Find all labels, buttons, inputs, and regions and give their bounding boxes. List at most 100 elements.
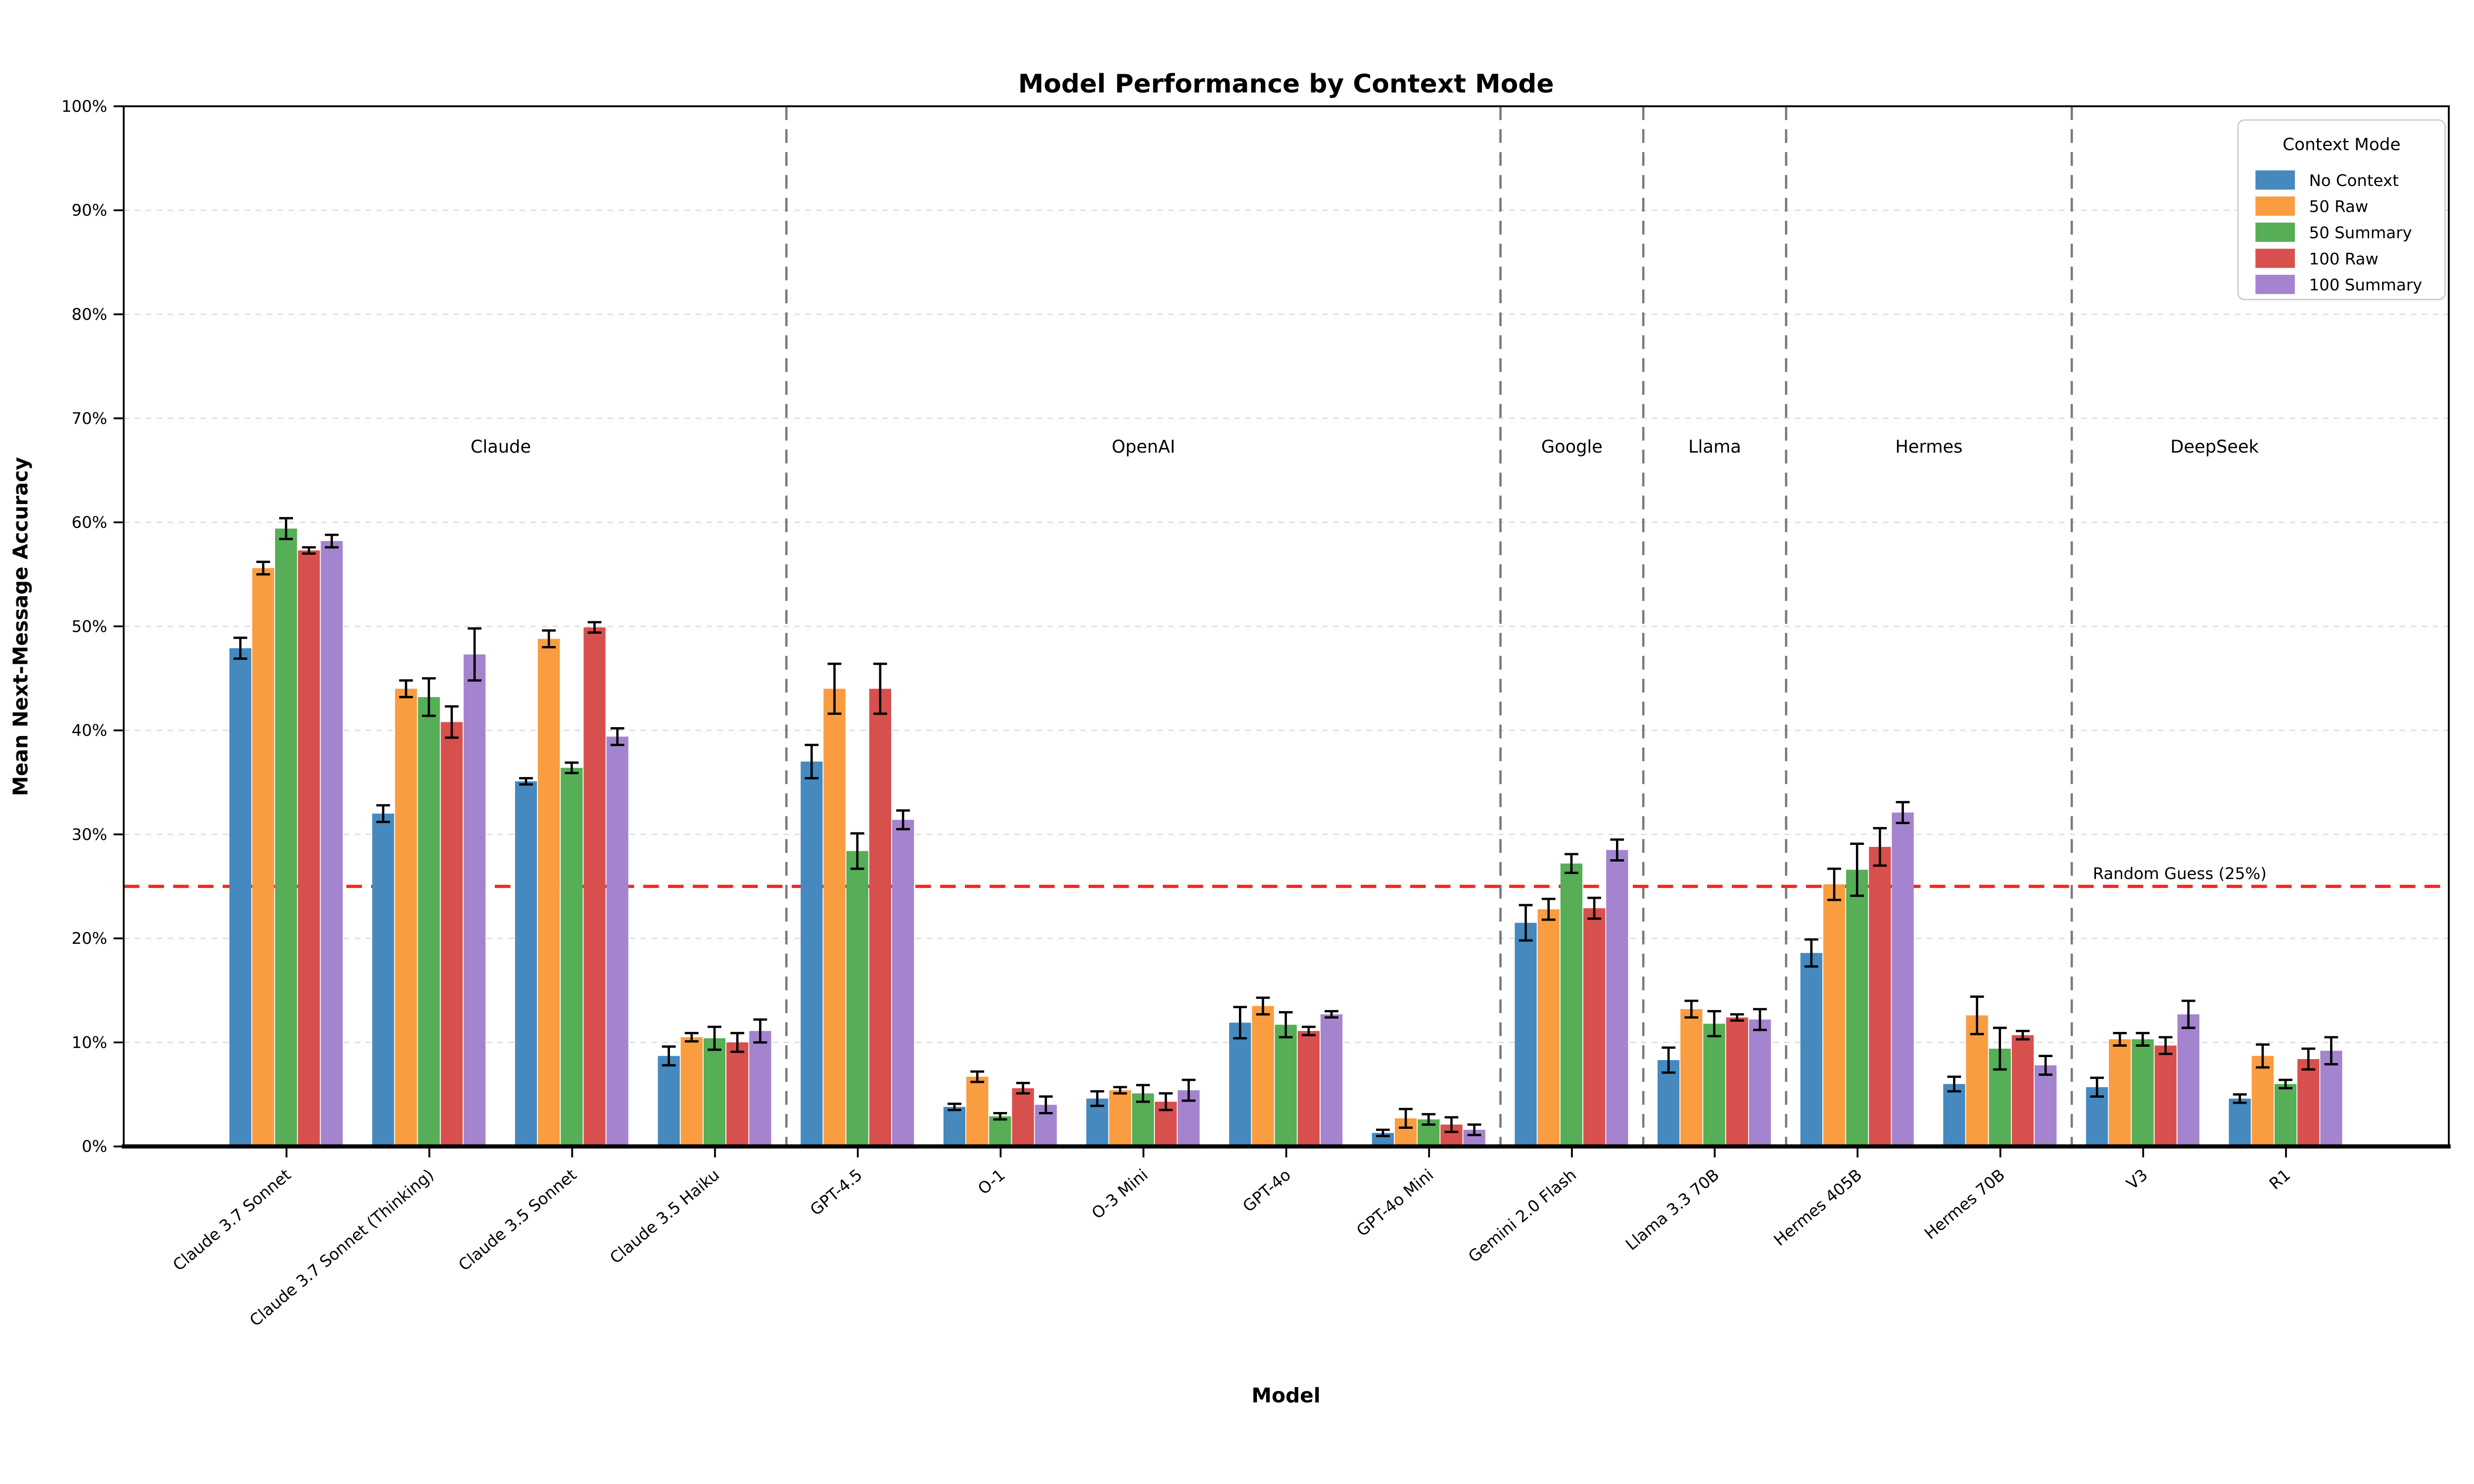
group-label-claude: Claude (471, 437, 531, 457)
legend-label-50 Summary: 50 Summary (2309, 223, 2412, 242)
bar-Claude 3.7 Sonnet (Thinking)-50 Summary (418, 697, 440, 1147)
y-tick-label: 50% (72, 617, 107, 636)
bar-Hermes 70B-100 Summary (2035, 1065, 2057, 1147)
bar-Claude 3.5 Sonnet-No Context (515, 781, 537, 1147)
bar-Gemini 2.0 Flash-50 Summary (1560, 863, 1583, 1147)
x-tick-label-Hermes 70B: Hermes 70B (1921, 1165, 2008, 1243)
bar-R1-50 Summary (2274, 1084, 2297, 1147)
bar-Claude 3.5 Sonnet-100 Raw (583, 627, 606, 1147)
bar-Hermes 405B-50 Summary (1846, 870, 1868, 1147)
bar-GPT-4.5-No Context (801, 761, 823, 1147)
bar-Gemini 2.0 Flash-50 Raw (1537, 909, 1560, 1147)
bar-O-1-No Context (943, 1107, 966, 1147)
random-guess-label: Random Guess (25%) (2093, 864, 2267, 883)
bar-Claude 3.7 Sonnet-No Context (229, 648, 251, 1147)
bar-Claude 3.5 Haiku-50 Raw (680, 1037, 703, 1147)
bar-Hermes 405B-100 Summary (1892, 812, 1914, 1147)
bar-Gemini 2.0 Flash-No Context (1515, 923, 1537, 1147)
bar-Hermes 405B-50 Raw (1823, 884, 1846, 1147)
bar-Claude 3.5 Sonnet-50 Raw (538, 639, 560, 1147)
bar-Claude 3.5 Haiku-100 Summary (749, 1031, 771, 1147)
bar-Gemini 2.0 Flash-100 Raw (1583, 908, 1606, 1147)
x-tick-label-R1: R1 (2266, 1165, 2294, 1194)
group-label-hermes: Hermes (1895, 437, 1962, 457)
bar-Hermes 70B-No Context (1943, 1084, 1965, 1147)
legend-label-No Context: No Context (2309, 171, 2399, 190)
y-tick-label: 10% (72, 1033, 107, 1052)
bar-Claude 3.5 Sonnet-100 Summary (606, 737, 628, 1147)
bar-GPT-4.5-50 Raw (823, 689, 846, 1147)
x-tick-label-O-1: O-1 (974, 1165, 1008, 1199)
x-tick-label-Gemini 2.0 Flash: Gemini 2.0 Flash (1465, 1165, 1580, 1266)
x-tick-label-GPT-4o: GPT-4o (1239, 1165, 1294, 1216)
bar-V3-100 Summary (2177, 1014, 2199, 1147)
group-label-openai: OpenAI (1112, 437, 1175, 457)
bar-Claude 3.5 Haiku-50 Summary (703, 1038, 726, 1147)
bar-O-1-100 Raw (1012, 1088, 1034, 1147)
x-tick-label-Claude 3.5 Haiku: Claude 3.5 Haiku (606, 1165, 723, 1268)
legend-title: Context Mode (2283, 135, 2400, 155)
y-tick-label: 80% (72, 305, 107, 324)
bar-Hermes 70B-100 Raw (2011, 1035, 2034, 1147)
plot-area: Claude OpenAI Google Llama Hermes DeepSeek Ran… (61, 97, 2451, 1330)
bar-R1-No Context (2229, 1098, 2251, 1147)
bar-Hermes 405B-100 Raw (1869, 846, 1891, 1147)
bar-V3-100 Raw (2154, 1045, 2177, 1147)
bar-O-3 Mini-50 Raw (1109, 1090, 1131, 1147)
group-label-deepseek: DeepSeek (2170, 437, 2259, 457)
legend-label-100 Summary: 100 Summary (2309, 276, 2423, 294)
bar-Claude 3.7 Sonnet (Thinking)-50 Raw (395, 689, 417, 1147)
bar-GPT-4.5-50 Summary (846, 851, 868, 1147)
x-tick-label-Claude 3.5 Sonnet: Claude 3.5 Sonnet (455, 1165, 580, 1275)
x-tick-label-Hermes 405B: Hermes 405B (1770, 1165, 1866, 1250)
bar-Claude 3.5 Haiku-100 Raw (726, 1042, 749, 1147)
y-tick-label: 40% (72, 721, 107, 740)
bar-Llama 3.3 70B-50 Summary (1703, 1023, 1725, 1147)
bar-Claude 3.5 Haiku-No Context (658, 1056, 680, 1147)
bar-Claude 3.7 Sonnet (Thinking)-100 Summary (463, 654, 486, 1147)
bar-GPT-4o-100 Summary (1320, 1014, 1343, 1147)
x-tick-label-GPT-4o Mini: GPT-4o Mini (1353, 1165, 1437, 1240)
bar-Hermes 70B-50 Raw (1966, 1015, 1988, 1147)
y-tick-label: 0% (82, 1137, 107, 1156)
bar-Claude 3.7 Sonnet-100 Raw (298, 550, 320, 1147)
bar-Claude 3.7 Sonnet-100 Summary (321, 541, 343, 1147)
x-tick-label-O-3 Mini: O-3 Mini (1088, 1165, 1151, 1223)
bar-Claude 3.5 Sonnet-50 Summary (561, 768, 583, 1147)
y-tick-label: 100% (61, 97, 107, 116)
bar-R1-100 Raw (2297, 1059, 2320, 1147)
bar-Gemini 2.0 Flash-100 Summary (1606, 850, 1628, 1147)
x-tick-label-V3: V3 (2123, 1165, 2151, 1194)
bar-Claude 3.7 Sonnet-50 Summary (275, 528, 297, 1147)
legend-swatch-100 Raw (2255, 248, 2295, 268)
bar-Llama 3.3 70B-50 Raw (1680, 1009, 1703, 1147)
legend-swatch-50 Raw (2255, 196, 2295, 216)
bar-V3-50 Summary (2132, 1039, 2154, 1147)
bar-Claude 3.7 Sonnet (Thinking)-100 Raw (440, 722, 463, 1147)
y-axis-label: Mean Next-Message Accuracy (9, 457, 33, 796)
bar-Hermes 405B-No Context (1800, 953, 1822, 1147)
x-tick-label-Llama 3.3 70B: Llama 3.3 70B (1622, 1165, 1723, 1254)
group-label-google: Google (1541, 437, 1603, 457)
y-tick-label: 20% (72, 929, 107, 948)
chart-title: Model Performance by Context Mode (1018, 69, 1554, 99)
bar-Claude 3.7 Sonnet (Thinking)-No Context (372, 813, 394, 1147)
bar-GPT-4.5-100 Summary (892, 820, 914, 1147)
bar-Llama 3.3 70B-No Context (1658, 1060, 1680, 1147)
y-tick-label: 90% (72, 201, 107, 220)
x-axis-label: Model (1251, 1384, 1320, 1407)
bar-Llama 3.3 70B-100 Summary (1749, 1020, 1771, 1147)
bar-R1-100 Summary (2320, 1051, 2342, 1147)
legend-swatch-No Context (2255, 170, 2295, 190)
bar-Llama 3.3 70B-100 Raw (1726, 1017, 1748, 1147)
y-tick-label: 30% (72, 825, 107, 844)
x-tick-label-Claude 3.7 Sonnet: Claude 3.7 Sonnet (169, 1165, 294, 1275)
legend-label-50 Raw: 50 Raw (2309, 197, 2369, 216)
bar-GPT-4.5-100 Raw (869, 689, 892, 1147)
bar-Claude 3.7 Sonnet-50 Raw (252, 568, 275, 1147)
bar-O-1-50 Raw (966, 1076, 989, 1147)
bar-R1-50 Raw (2251, 1056, 2274, 1147)
bar-V3-50 Raw (2109, 1039, 2131, 1147)
legend-swatch-50 Summary (2255, 223, 2295, 242)
